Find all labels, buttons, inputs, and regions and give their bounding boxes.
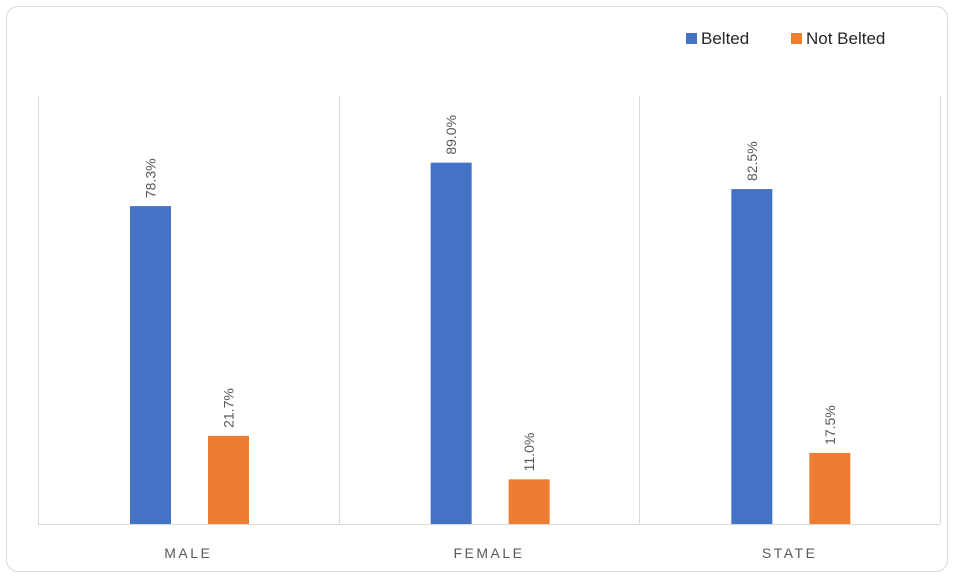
bar-belted-female[interactable] (430, 162, 472, 524)
data-label: 11.0% (521, 433, 537, 472)
data-label: 17.5% (822, 405, 838, 445)
category-label-male: MALE (164, 545, 212, 561)
data-label: 78.3% (143, 158, 159, 198)
bar-not-belted-state[interactable] (809, 452, 851, 524)
data-label: 21.7% (221, 388, 237, 428)
data-label: 89.0% (443, 115, 459, 155)
legend-label-not-belted: Not Belted (806, 29, 885, 48)
bar-belted-male[interactable] (130, 206, 171, 525)
data-label: 82.5% (744, 141, 760, 181)
category-label-female: FEMALE (453, 545, 524, 561)
legend-swatch-belted (686, 33, 697, 44)
legend-label-belted: Belted (701, 29, 749, 48)
bar-not-belted-male[interactable] (208, 435, 249, 524)
bar-not-belted-female[interactable] (508, 479, 550, 524)
category-label-state: STATE (762, 545, 818, 561)
bar-belted-state[interactable] (731, 189, 773, 525)
legend-swatch-not-belted (791, 33, 802, 44)
